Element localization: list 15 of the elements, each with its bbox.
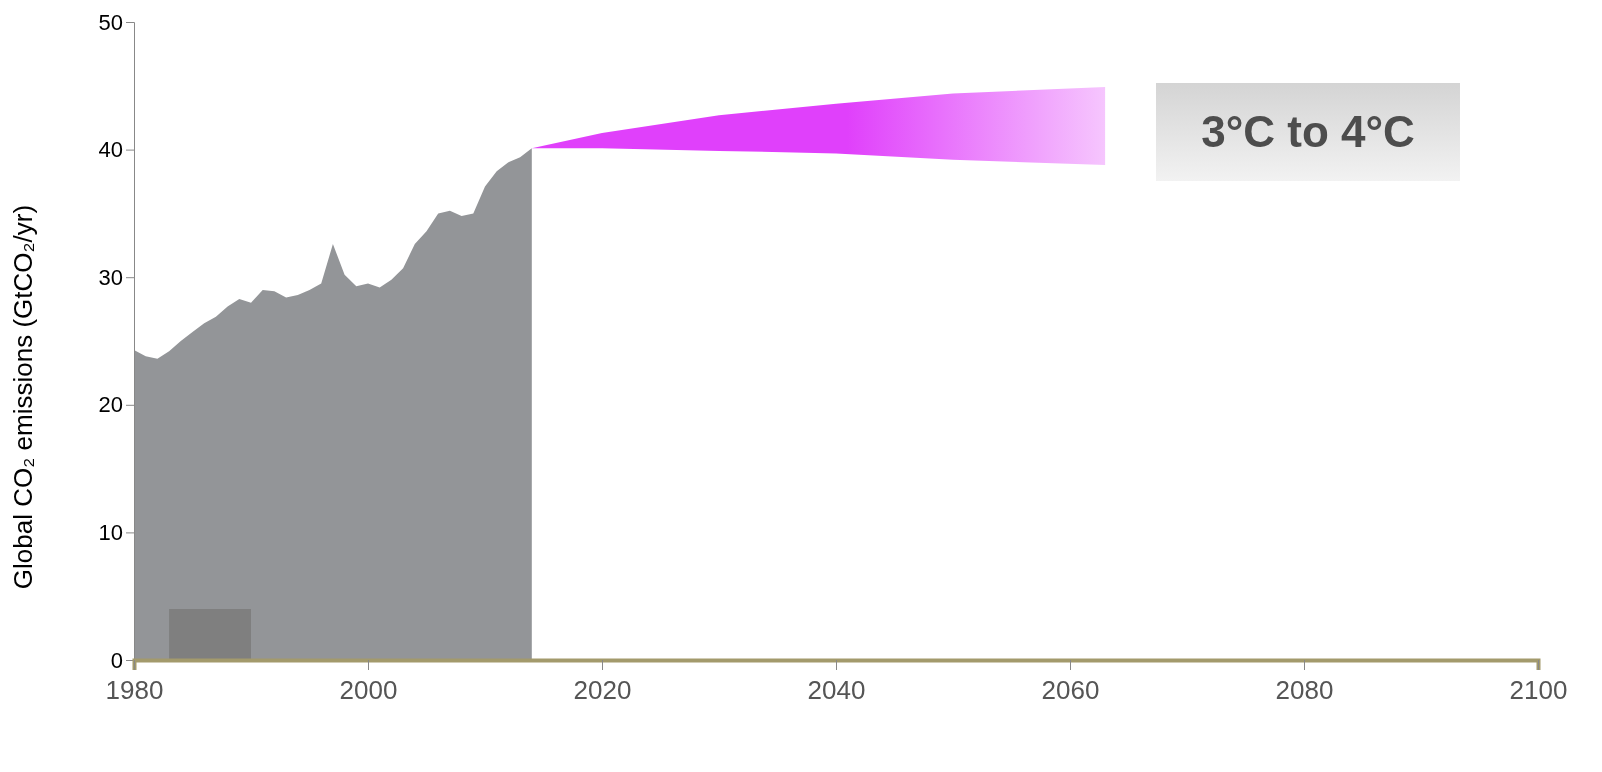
y-axis-title: Global CO₂ emissions (GtCO₂/yr) — [8, 204, 38, 590]
x-tick-label: 2100 — [1509, 675, 1568, 705]
y-tick-label: 30 — [98, 264, 123, 290]
x-tick-label: 2020 — [573, 675, 632, 705]
annotation: 3°C to 4°C — [1201, 107, 1415, 156]
y-tick-label: 20 — [98, 392, 123, 418]
x-tick-label: 1980 — [105, 675, 164, 705]
x-tick-label: 2040 — [807, 675, 866, 705]
x-tick-label: 2060 — [1041, 675, 1100, 705]
x-tick-label: 2080 — [1275, 675, 1334, 705]
x-tick-label: 2000 — [339, 675, 398, 705]
y-tick-label: 10 — [98, 519, 123, 545]
y-tick-label: 50 — [98, 9, 123, 35]
y-tick-label: 40 — [98, 137, 123, 163]
y-tick-label: 0 — [110, 647, 123, 673]
